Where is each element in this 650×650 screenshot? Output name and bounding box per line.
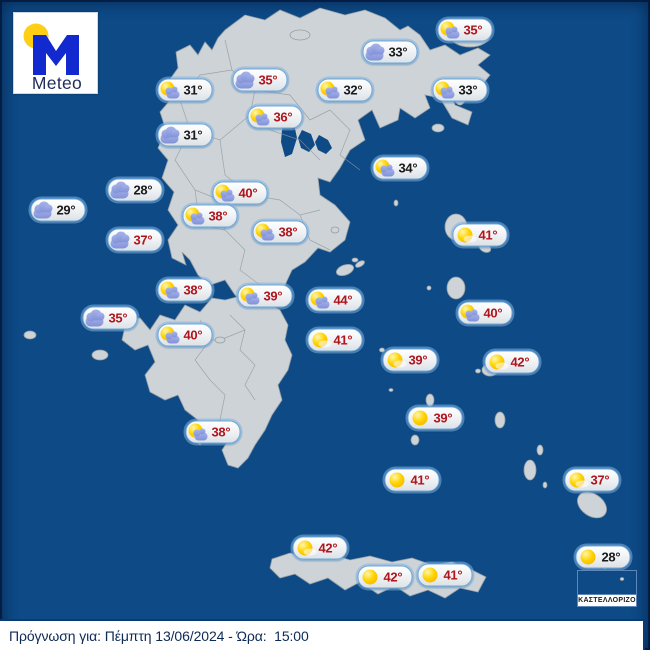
svg-text:Meteo: Meteo <box>32 73 82 93</box>
